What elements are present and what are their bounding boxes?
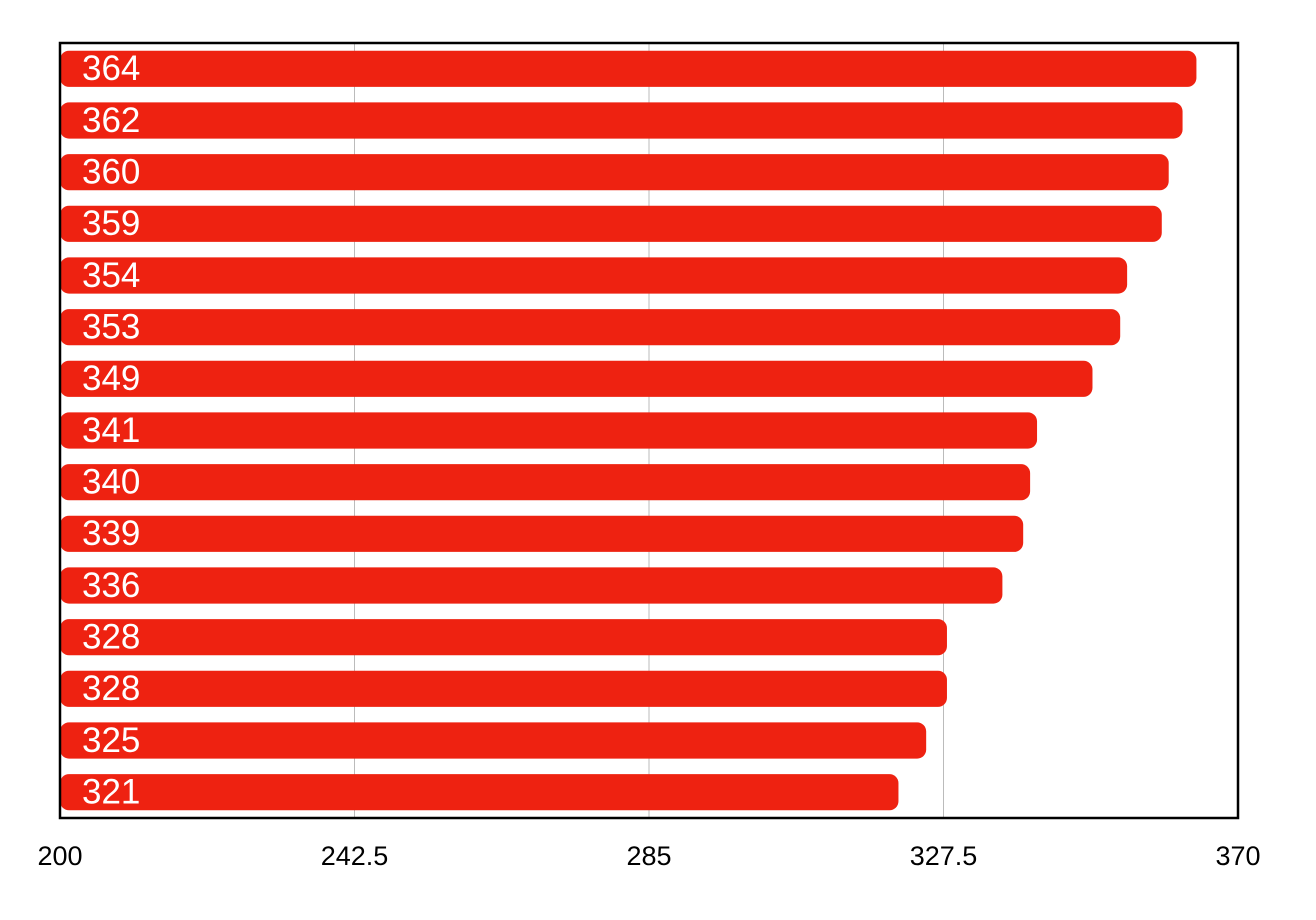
x-tick-label: 370 <box>1215 841 1260 871</box>
bar <box>60 205 1162 242</box>
value-label: 364 <box>82 49 140 88</box>
value-label: 349 <box>82 359 140 398</box>
bar <box>60 670 947 707</box>
value-label: 339 <box>82 514 140 553</box>
bar <box>60 619 947 656</box>
x-tick-label: 242.5 <box>321 841 389 871</box>
bar <box>60 309 1121 346</box>
value-label: 353 <box>82 307 140 346</box>
x-tick-label: 285 <box>626 841 671 871</box>
bars: 364 362 360 359 354 353 349 341 340 339 336 328 328 3… <box>60 49 1197 811</box>
x-tick-label: 200 <box>37 841 82 871</box>
bar <box>60 464 1031 501</box>
value-label: 328 <box>82 617 140 656</box>
x-tick-label: 327.5 <box>910 841 978 871</box>
value-label: 328 <box>82 669 140 708</box>
ticks: 200 242.5 285 327.5 370 <box>37 841 1260 871</box>
value-label: 340 <box>82 462 140 501</box>
bar <box>60 515 1024 552</box>
value-label: 359 <box>82 204 140 243</box>
value-label: 354 <box>82 256 140 295</box>
bar <box>60 50 1197 87</box>
bar <box>60 257 1128 294</box>
bar <box>60 360 1093 397</box>
bar <box>60 722 927 759</box>
bar <box>60 412 1038 449</box>
value-label: 360 <box>82 152 140 191</box>
value-label: 321 <box>82 772 140 811</box>
value-label: 341 <box>82 411 140 450</box>
bar <box>60 102 1183 139</box>
plot-frame <box>58 41 1240 820</box>
value-label: 325 <box>82 721 140 760</box>
bar <box>60 774 899 811</box>
value-label: 362 <box>82 101 140 140</box>
value-label: 336 <box>82 566 140 605</box>
bar <box>60 567 1003 604</box>
bar <box>60 154 1169 191</box>
